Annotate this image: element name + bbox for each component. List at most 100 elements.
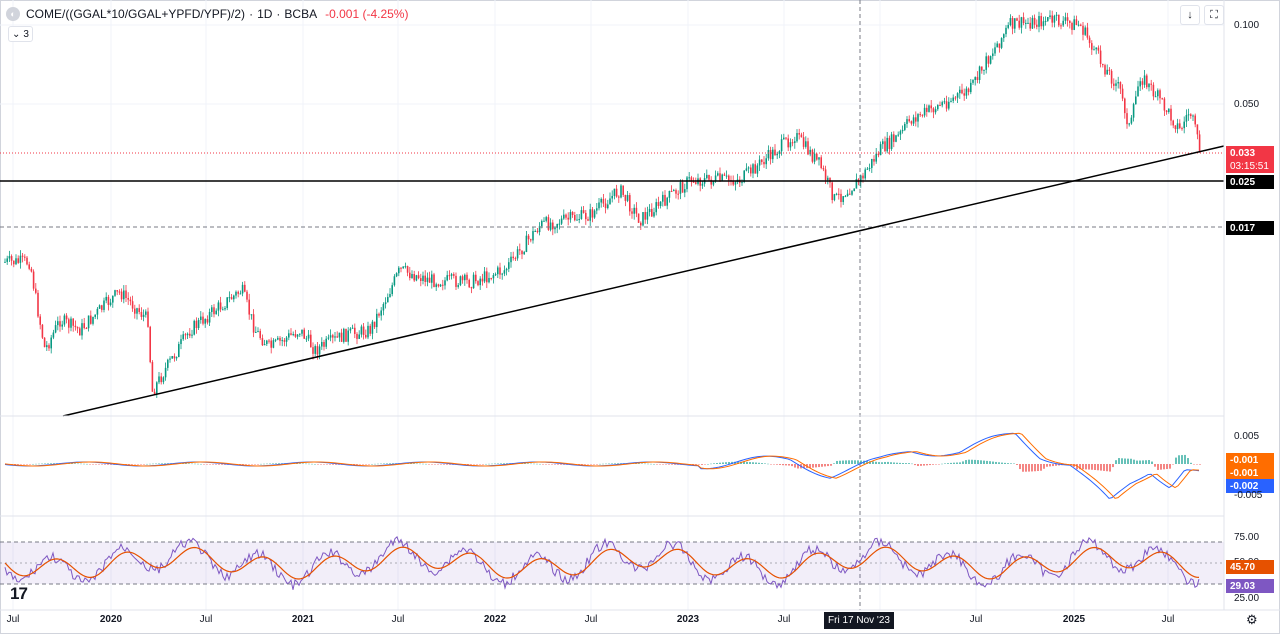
macd-histogram-bar xyxy=(302,463,304,465)
candle-body xyxy=(274,339,277,341)
candle-body xyxy=(1055,14,1058,16)
level-badge-0017[interactable]: 0.017 xyxy=(1226,221,1274,235)
symbol-icon[interactable]: ◐ xyxy=(6,7,20,21)
candle-body xyxy=(763,161,765,165)
candle-body xyxy=(1069,20,1071,23)
candle-body xyxy=(1163,98,1166,111)
candle-body xyxy=(994,47,996,54)
candle-body xyxy=(35,288,37,293)
candle-body xyxy=(503,270,506,274)
macd-histogram-bar xyxy=(950,462,952,464)
macd-histogram-bar xyxy=(500,463,502,464)
macd-histogram-bar xyxy=(1118,458,1120,464)
candle-body xyxy=(651,208,653,217)
candle-body xyxy=(842,196,844,203)
candle-body xyxy=(164,367,167,378)
signal-line xyxy=(4,432,1200,499)
candle-body xyxy=(1071,22,1073,30)
candle-body xyxy=(519,249,521,251)
macd-histogram-bar xyxy=(995,461,997,464)
download-icon[interactable]: ↓ xyxy=(1180,5,1200,25)
candle-body xyxy=(228,297,231,299)
macd-histogram-bar xyxy=(485,463,487,465)
candle-body xyxy=(591,209,594,218)
candle-body xyxy=(193,320,195,335)
level-badge-0025[interactable]: 0.025 xyxy=(1226,175,1274,189)
macd-histogram-bar xyxy=(491,463,493,465)
candle-body xyxy=(923,107,926,116)
candle-body xyxy=(450,274,453,276)
macd-histogram-bar xyxy=(89,464,91,465)
candle-body xyxy=(505,268,508,271)
macd-histogram-bar xyxy=(1019,464,1021,470)
macd-histogram-bar xyxy=(503,463,505,464)
macd-histogram-bar xyxy=(542,464,544,465)
candle-body xyxy=(1044,20,1047,22)
macd-histogram-bar xyxy=(881,462,883,464)
candle-body xyxy=(906,119,908,124)
candle-body xyxy=(358,334,360,339)
candle-body xyxy=(719,173,721,181)
symbol-name[interactable]: COME/((GGAL*10/GGAL+YPFD/YPF)/2) xyxy=(26,7,246,21)
candle-body xyxy=(574,214,576,221)
candle-body xyxy=(868,167,871,169)
candle-body xyxy=(288,333,290,338)
macd-histogram-bar xyxy=(131,464,133,465)
candle-body xyxy=(571,212,574,215)
macd-histogram-bar xyxy=(803,464,805,469)
candle-body xyxy=(963,93,965,96)
candle-body xyxy=(1161,98,1163,100)
candle-body xyxy=(259,330,261,339)
macd-histogram-bar xyxy=(434,464,436,465)
macd-histogram-bar xyxy=(155,463,157,465)
gear-icon[interactable]: ⚙ xyxy=(1246,612,1258,627)
interval-label[interactable]: 1D xyxy=(257,7,273,21)
candle-body xyxy=(514,258,517,260)
candle-body xyxy=(1014,18,1016,29)
candle-body xyxy=(1093,49,1095,51)
candle-body xyxy=(332,335,334,338)
candle-body xyxy=(120,291,123,300)
candle-body xyxy=(926,107,928,112)
candle-body xyxy=(395,273,398,277)
macd-histogram-bar xyxy=(749,462,751,464)
macd-histogram-bar xyxy=(1115,460,1117,464)
macd-histogram-bar xyxy=(473,464,475,465)
rsi-ma-badge: 45.70 xyxy=(1226,560,1274,574)
macd-histogram-bar xyxy=(353,464,355,465)
macd-histogram-bar xyxy=(590,464,592,465)
candle-body xyxy=(241,284,244,294)
macd-histogram-bar xyxy=(1109,464,1111,472)
candle-body xyxy=(266,340,268,345)
candle-body xyxy=(191,334,193,336)
candle-body xyxy=(750,167,752,174)
macd-histogram-bar xyxy=(839,460,841,464)
candle-body xyxy=(283,340,286,342)
candle-body xyxy=(508,262,510,269)
fullscreen-icon[interactable]: ⛶ xyxy=(1204,5,1224,25)
candle-body xyxy=(316,346,319,355)
macd-histogram-bar xyxy=(896,462,898,464)
candle-body xyxy=(554,227,556,230)
macd-histogram-bar xyxy=(728,461,730,464)
candle-body xyxy=(992,53,994,57)
macd-histogram-bar xyxy=(920,464,922,466)
indicators-toggle[interactable]: ⌄ 3 xyxy=(8,26,33,42)
candle-body xyxy=(483,271,486,282)
candle-body xyxy=(244,284,246,292)
macd-histogram-bar xyxy=(593,464,595,465)
candle-body xyxy=(444,280,446,286)
tradingview-logo[interactable]: 17 xyxy=(10,584,28,603)
candle-body xyxy=(802,137,805,147)
macd-histogram-bar xyxy=(1139,460,1141,464)
candle-body xyxy=(37,292,39,317)
price-candles xyxy=(4,10,1201,398)
candle-body xyxy=(747,167,750,169)
candle-body xyxy=(844,196,847,198)
macd-histogram-bar xyxy=(809,464,811,468)
candle-body xyxy=(565,214,567,218)
macd-histogram-bar xyxy=(770,464,772,465)
macd-histogram-bar xyxy=(383,463,385,464)
candle-body xyxy=(327,337,330,339)
